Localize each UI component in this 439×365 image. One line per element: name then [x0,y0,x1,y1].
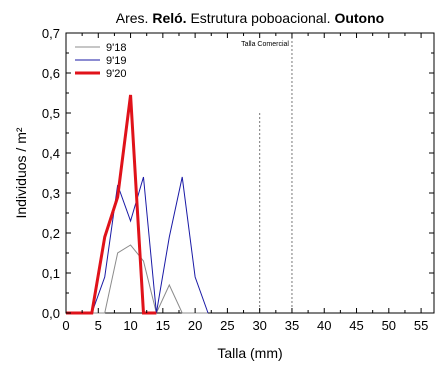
x-tick-label: 45 [349,318,363,333]
legend-label: 9'18 [106,42,126,54]
y-tick-label: 0,3 [42,186,60,201]
y-tick-label: 0,1 [42,266,60,281]
x-tick-label: 25 [220,318,234,333]
x-axis-title: Talla (mm) [217,345,282,361]
title-part: Ares. [116,10,153,26]
x-tick-label: 30 [252,318,266,333]
title-part: Estrutura poboacional. [187,10,335,26]
x-tick-label: 35 [285,318,299,333]
legend-label: 9'19 [106,55,126,67]
x-tick-label: 0 [62,318,69,333]
y-tick-label: 0,5 [42,106,60,121]
x-tick-label: 55 [414,318,428,333]
legend: 9'189'199'20 [75,42,126,80]
y-tick-label: 0,6 [42,66,60,81]
x-tick-label: 50 [382,318,396,333]
y-axis: 0,0 0,1 0,2 0,3 0,4 0,5 0,6 0,7 [42,26,434,321]
y-tick-label: 0,0 [42,306,60,321]
x-tick-label: 10 [123,318,137,333]
x-tick-label: 40 [317,318,331,333]
title-part: Reló. [152,10,186,26]
series-line [66,244,209,315]
x-tick-label: 15 [156,318,170,333]
title-part: Outono [334,10,384,26]
y-tick-label: 0,2 [42,226,60,241]
y-axis-title: Individuos / m² [13,127,29,218]
reference-lines: Talla Comercial [241,33,293,313]
y-tick-label: 0,7 [42,26,60,41]
series-line [66,94,157,315]
reference-line-label: Talla Comercial [241,41,289,48]
x-axis: 0 5 10 15 20 25 30 35 40 45 50 55 [62,33,428,333]
x-tick-label: 5 [95,318,102,333]
legend-label: 9'20 [106,68,126,80]
x-tick-label: 20 [188,318,202,333]
chart-title: Ares. Reló. Estrutura poboacional. Outon… [116,10,384,26]
y-tick-label: 0,4 [42,146,60,161]
series-layer [66,94,209,315]
